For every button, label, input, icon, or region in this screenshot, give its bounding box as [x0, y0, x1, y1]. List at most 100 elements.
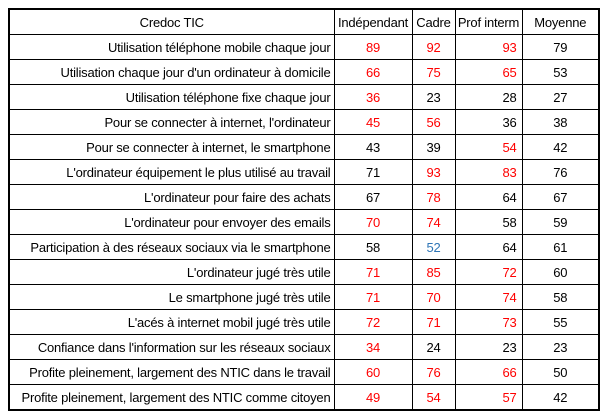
- value-cell: 64: [454, 234, 523, 260]
- value-cell: 64: [454, 184, 523, 210]
- value-cell: 71: [411, 309, 456, 335]
- column-header-independant: Indépendant: [333, 8, 413, 35]
- value-cell: 61: [521, 234, 600, 260]
- value-cell: 54: [411, 384, 456, 411]
- column-header-cadre: Cadre: [411, 8, 456, 35]
- value-cell: 38: [521, 109, 600, 135]
- value-cell: 24: [411, 334, 456, 360]
- value-cell: 70: [333, 209, 413, 235]
- value-cell: 53: [521, 59, 600, 85]
- column-header-prof-interm: Prof interm: [454, 8, 523, 35]
- row-label: L'acés à internet mobil jugé très utile: [8, 309, 335, 335]
- table-row: Pour se connecter à internet, l'ordinate…: [8, 109, 600, 135]
- table-row: Le smartphone jugé très utile 71 70 74 58: [8, 284, 600, 310]
- value-cell: 56: [411, 109, 456, 135]
- value-cell: 74: [454, 284, 523, 310]
- value-cell: 66: [454, 359, 523, 385]
- table-row: Confiance dans l'information sur les rés…: [8, 334, 600, 360]
- value-cell: 60: [333, 359, 413, 385]
- value-cell: 72: [454, 259, 523, 285]
- value-cell: 71: [333, 259, 413, 285]
- table-row: L'acés à internet mobil jugé très utile 7…: [8, 309, 600, 335]
- table-row: Utilisation chaque jour d'un ordinateur …: [8, 59, 600, 85]
- row-label: L'ordinateur équipement le plus utilisé …: [8, 159, 335, 185]
- value-cell: 52: [411, 234, 456, 260]
- value-cell: 42: [521, 134, 600, 160]
- table-row: Participation à des réseaux sociaux via …: [8, 234, 600, 260]
- value-cell: 23: [411, 84, 456, 110]
- value-cell: 76: [521, 159, 600, 185]
- value-cell: 28: [454, 84, 523, 110]
- value-cell: 93: [411, 159, 456, 185]
- value-cell: 67: [333, 184, 413, 210]
- table-body: Utilisation téléphone mobile chaque jour…: [8, 34, 600, 411]
- value-cell: 42: [521, 384, 600, 411]
- value-cell: 71: [333, 159, 413, 185]
- value-cell: 72: [333, 309, 413, 335]
- table-title: Credoc TIC: [8, 8, 335, 35]
- value-cell: 60: [521, 259, 600, 285]
- value-cell: 27: [521, 84, 600, 110]
- value-cell: 34: [333, 334, 413, 360]
- value-cell: 57: [454, 384, 523, 411]
- value-cell: 83: [454, 159, 523, 185]
- table-row: Profite pleinement, largement des NTIC d…: [8, 359, 600, 385]
- value-cell: 39: [411, 134, 456, 160]
- value-cell: 70: [411, 284, 456, 310]
- value-cell: 49: [333, 384, 413, 411]
- value-cell: 71: [333, 284, 413, 310]
- value-cell: 76: [411, 359, 456, 385]
- value-cell: 67: [521, 184, 600, 210]
- column-header-moyenne: Moyenne: [521, 8, 600, 35]
- table-row: L'ordinateur jugé très utile 71 85 72 60: [8, 259, 600, 285]
- value-cell: 50: [521, 359, 600, 385]
- value-cell: 58: [521, 284, 600, 310]
- value-cell: 74: [411, 209, 456, 235]
- value-cell: 73: [454, 309, 523, 335]
- row-label: L'ordinateur pour envoyer des emails: [8, 209, 335, 235]
- row-label: Utilisation chaque jour d'un ordinateur …: [8, 59, 335, 85]
- value-cell: 93: [454, 34, 523, 60]
- value-cell: 58: [454, 209, 523, 235]
- value-cell: 89: [333, 34, 413, 60]
- row-label: Profite pleinement, largement des NTIC d…: [8, 359, 335, 385]
- value-cell: 75: [411, 59, 456, 85]
- value-cell: 66: [333, 59, 413, 85]
- table-row: Utilisation téléphone mobile chaque jour…: [8, 34, 600, 60]
- value-cell: 59: [521, 209, 600, 235]
- value-cell: 23: [454, 334, 523, 360]
- row-label: Utilisation téléphone fixe chaque jour: [8, 84, 335, 110]
- table-row: L'ordinateur équipement le plus utilisé …: [8, 159, 600, 185]
- value-cell: 54: [454, 134, 523, 160]
- table-header: Credoc TIC Indépendant Cadre Prof interm…: [8, 8, 600, 35]
- value-cell: 92: [411, 34, 456, 60]
- row-label: Profite pleinement, largement des NTIC c…: [8, 384, 335, 411]
- row-label: Confiance dans l'information sur les rés…: [8, 334, 335, 360]
- value-cell: 23: [521, 334, 600, 360]
- value-cell: 78: [411, 184, 456, 210]
- value-cell: 85: [411, 259, 456, 285]
- value-cell: 58: [333, 234, 413, 260]
- value-cell: 36: [333, 84, 413, 110]
- row-label: Pour se connecter à internet, l'ordinate…: [8, 109, 335, 135]
- value-cell: 45: [333, 109, 413, 135]
- row-label: L'ordinateur jugé très utile: [8, 259, 335, 285]
- row-label: Le smartphone jugé très utile: [8, 284, 335, 310]
- row-label: Pour se connecter à internet, le smartph…: [8, 134, 335, 160]
- value-cell: 65: [454, 59, 523, 85]
- header-row: Credoc TIC Indépendant Cadre Prof interm…: [8, 8, 600, 35]
- table-row: Utilisation téléphone fixe chaque jour 36…: [8, 84, 600, 110]
- table-row: L'ordinateur pour envoyer des emails 70 74…: [8, 209, 600, 235]
- value-cell: 43: [333, 134, 413, 160]
- row-label: Utilisation téléphone mobile chaque jour: [8, 34, 335, 60]
- table-row: Pour se connecter à internet, le smartph…: [8, 134, 600, 160]
- value-cell: 79: [521, 34, 600, 60]
- table-row: Profite pleinement, largement des NTIC c…: [8, 384, 600, 411]
- table-row: L'ordinateur pour faire des achats 67 78 64…: [8, 184, 600, 210]
- value-cell: 55: [521, 309, 600, 335]
- value-cell: 36: [454, 109, 523, 135]
- credoc-tic-table: Credoc TIC Indépendant Cadre Prof interm…: [8, 8, 600, 411]
- row-label: Participation à des réseaux sociaux via …: [8, 234, 335, 260]
- row-label: L'ordinateur pour faire des achats: [8, 184, 335, 210]
